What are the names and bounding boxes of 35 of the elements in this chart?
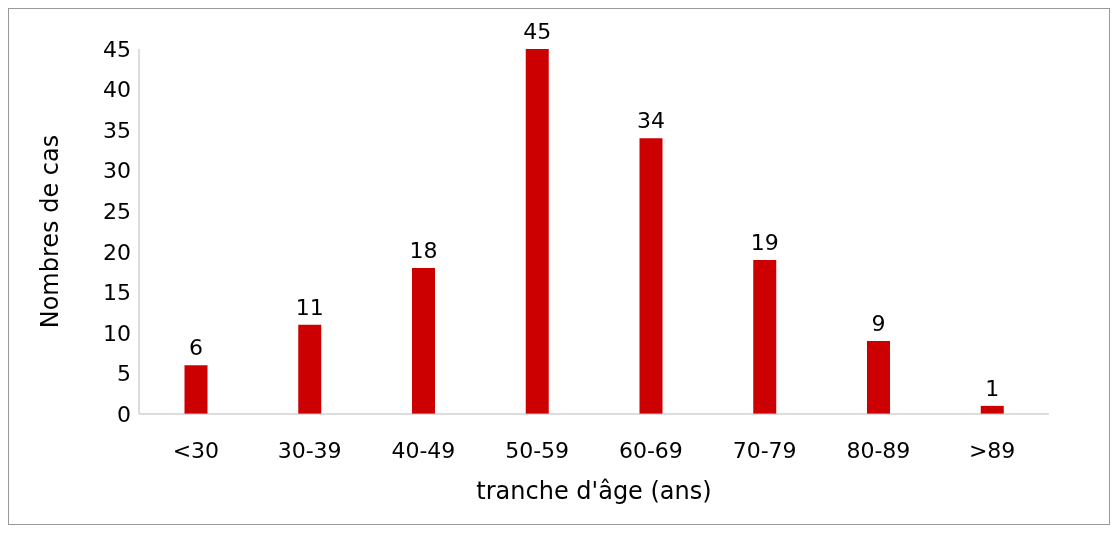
x-tick-label: 60-69	[618, 437, 683, 463]
y-tick-label: 10	[103, 320, 131, 346]
y-tick-label: 45	[103, 36, 131, 62]
data-label: 9	[871, 311, 886, 336]
data-label: 11	[295, 294, 324, 320]
x-tick-label: 50-59	[505, 437, 570, 463]
bar	[867, 341, 890, 414]
y-axis-title: Nombres de cas	[35, 134, 64, 329]
x-axis-title: tranche d'âge (ans)	[476, 477, 712, 505]
y-tick-label: 0	[117, 401, 131, 427]
y-tick-label: 35	[103, 117, 131, 143]
y-tick-label: 15	[103, 280, 131, 306]
bar	[184, 365, 208, 414]
bar	[753, 259, 777, 414]
x-tick-label: 30-39	[277, 437, 342, 463]
data-label: 6	[189, 335, 203, 361]
data-label: 45	[523, 19, 552, 44]
data-label: 34	[637, 108, 665, 134]
y-tick-label: 25	[103, 199, 131, 225]
data-label: 18	[409, 238, 438, 263]
x-tick-label: 70-79	[732, 437, 797, 463]
x-tick-label: 80-89	[846, 437, 911, 463]
y-tick-label: 20	[103, 239, 131, 265]
data-label: 1	[985, 375, 1000, 401]
bar	[412, 268, 435, 414]
x-tick-label: <30	[172, 437, 220, 463]
bar	[525, 49, 549, 414]
data-label: 19	[750, 229, 779, 255]
x-tick-label: >89	[968, 437, 1016, 463]
y-tick-label: 5	[117, 361, 131, 387]
bar	[298, 324, 322, 414]
x-tick-label: 40-49	[391, 437, 456, 463]
y-tick-label: 30	[103, 158, 131, 184]
bar	[639, 138, 663, 414]
y-tick-label: 40	[103, 77, 131, 103]
